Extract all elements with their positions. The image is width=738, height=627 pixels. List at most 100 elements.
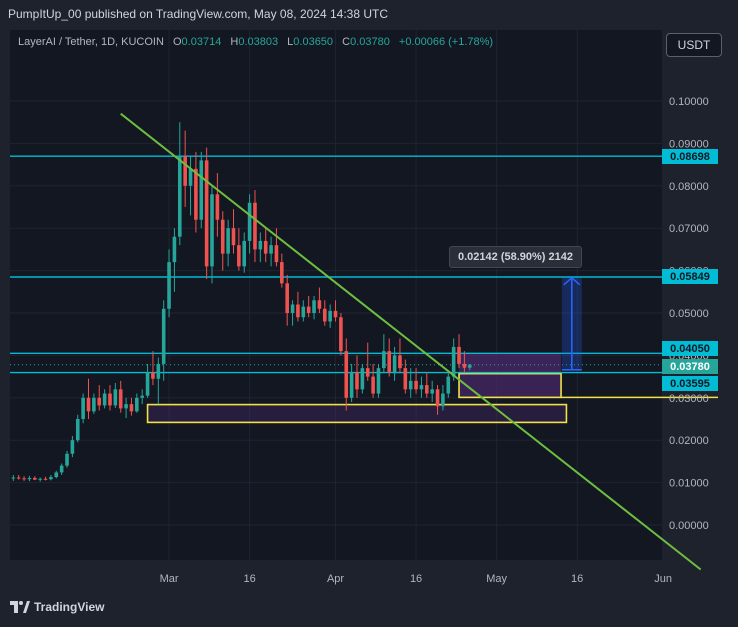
candle-body (22, 478, 26, 480)
candle-body (322, 308, 327, 322)
candle-body (140, 395, 144, 398)
candle-body (16, 477, 21, 479)
change-value: +0.00066 (+1.78%) (398, 36, 494, 48)
candle-body (43, 478, 48, 480)
candle-body (86, 397, 91, 412)
candle-body (215, 194, 220, 220)
trendline (120, 112, 702, 571)
candle-body (97, 397, 102, 406)
zone-rect (458, 372, 562, 399)
candle-body (113, 389, 118, 406)
candle-body (285, 283, 289, 313)
candle-body (118, 389, 123, 409)
candle-body (183, 156, 187, 186)
x-tick-label: May (486, 573, 507, 585)
price-tag-last-price: 0.03780 (662, 359, 718, 374)
candle-body (414, 380, 418, 390)
candle-body (467, 364, 472, 368)
low-value: 0.03650 (293, 36, 334, 48)
candle-body (81, 397, 85, 419)
close-label: C (342, 36, 351, 48)
candle-body (371, 376, 375, 394)
candle-body (376, 368, 381, 394)
candle-body (435, 389, 440, 407)
close-value: 0.03780 (350, 36, 390, 48)
currency-button[interactable]: USDT (666, 33, 722, 57)
candle-body (242, 240, 247, 267)
candle-body (355, 372, 359, 390)
candle-body (263, 240, 268, 254)
candle-body (253, 202, 257, 250)
candle-body (457, 346, 461, 364)
candle-body (333, 310, 338, 318)
candle-body (360, 368, 365, 390)
candle-body (382, 351, 386, 369)
candle-body (75, 419, 80, 441)
candle-body (269, 245, 273, 254)
candle-body (194, 168, 198, 220)
price-tag-lower-zone: 0.03595 (662, 376, 718, 391)
candle-body (102, 393, 107, 406)
candle-body (11, 477, 16, 479)
x-tick-label: Apr (327, 573, 344, 585)
candle-body (274, 245, 279, 263)
candle-body (135, 397, 139, 412)
x-tick-label: Jun (654, 573, 672, 585)
candle-body (392, 355, 397, 373)
symbol-name: LayerAI / Tether, 1D, KUCOIN (18, 36, 164, 48)
candle-body (280, 262, 284, 284)
candle-body (312, 300, 316, 313)
candle-body (398, 355, 402, 369)
candle-body (33, 477, 37, 480)
candle-body (172, 236, 177, 263)
candle-body (451, 346, 456, 377)
candle-body (328, 310, 332, 322)
candle-body (38, 478, 42, 480)
candle-body (237, 245, 241, 267)
candle-body (124, 404, 128, 409)
candle-body (419, 385, 424, 390)
candle-body (27, 477, 32, 480)
candle-body (70, 440, 75, 454)
candle-body (462, 363, 467, 368)
candle-body (54, 472, 59, 478)
candle-body (296, 304, 300, 318)
candle-body (65, 453, 69, 466)
x-tick-label: Mar (160, 573, 179, 585)
candle-body (129, 404, 134, 412)
open-value: 0.03714 (181, 36, 222, 48)
tradingview-logo[interactable]: TradingView (10, 600, 104, 614)
publisher-text: PumpItUp_00 published on TradingView.com… (8, 7, 389, 21)
candle-body (365, 368, 370, 377)
candle-body (408, 380, 413, 390)
y-tick-label: 0.01000 (669, 478, 709, 490)
candle-body (301, 306, 306, 318)
y-tick-label: 0.09000 (669, 138, 709, 150)
candle-body (210, 194, 214, 267)
x-tick-label: 16 (243, 573, 255, 585)
candle-body (290, 304, 295, 313)
y-tick-label: 0.02000 (669, 435, 709, 447)
candle-body (258, 240, 263, 250)
footer-brand: TradingView (34, 600, 105, 614)
price-chart[interactable]: 0.100000.090000.080000.070000.060000.050… (10, 30, 728, 590)
high-label: H (230, 36, 239, 48)
candle-body (151, 372, 155, 379)
candle-body (349, 372, 354, 398)
chart-header: PumpItUp_00 published on TradingView.com… (0, 0, 738, 30)
candle-body (339, 317, 343, 352)
y-tick-label: 0.10000 (669, 96, 709, 108)
candle-body (247, 202, 252, 241)
candle-body (231, 228, 236, 246)
low-label: L (287, 36, 294, 48)
candle-body (204, 160, 209, 267)
x-tick-label: 16 (571, 573, 583, 585)
y-tick-label: 0.03000 (669, 393, 709, 405)
candle-body (167, 262, 171, 309)
x-tick-label: 16 (410, 573, 422, 585)
candle-body (403, 368, 408, 390)
candle-body (441, 393, 445, 407)
tradingview-icon (10, 601, 30, 613)
zone-rect (146, 403, 568, 424)
candle-body (430, 389, 434, 394)
